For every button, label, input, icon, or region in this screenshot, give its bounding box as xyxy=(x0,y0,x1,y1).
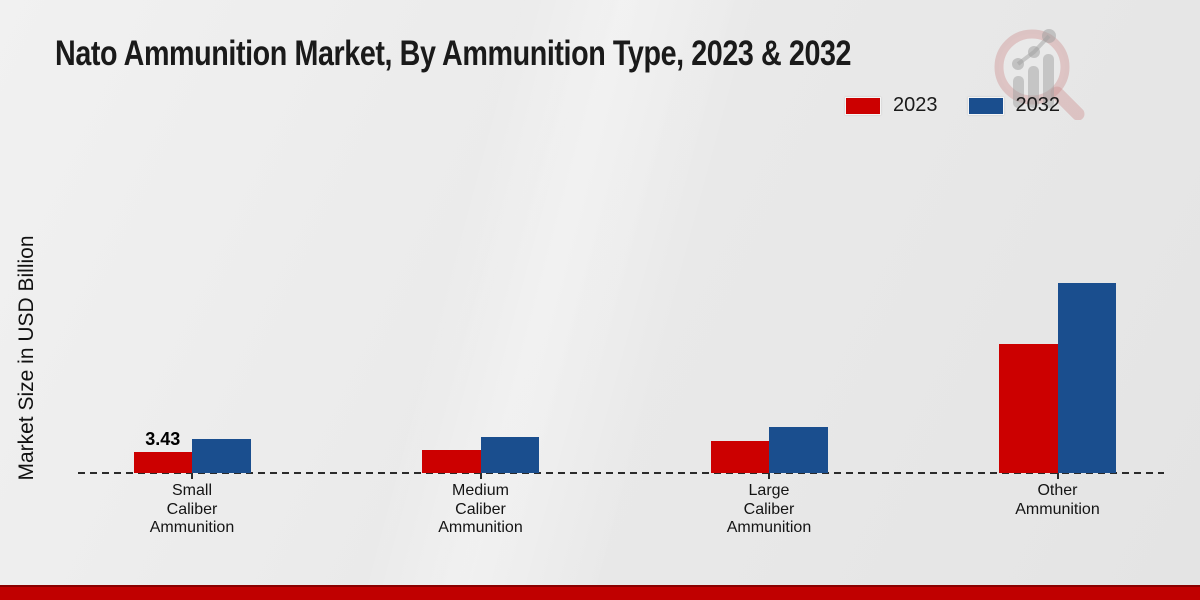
legend-item-2032[interactable]: 2032 xyxy=(967,94,1061,117)
bar-2023-medium-caliber-ammunition xyxy=(422,449,481,473)
x-axis-tick xyxy=(191,473,193,479)
legend-item-2023[interactable]: 2023 xyxy=(845,94,938,117)
bar-2032-large-caliber-ammunition xyxy=(769,427,828,473)
category-label-large-caliber-ammunition: Large Caliber Ammunition xyxy=(726,482,812,536)
category-label-medium-caliber-ammunition: Medium Caliber Ammunition xyxy=(438,482,523,536)
legend: 2023 2032 xyxy=(845,94,1060,117)
magnifier-growth-logo-icon xyxy=(994,29,1085,120)
bar-2023-small-caliber-ammunition xyxy=(133,452,192,473)
bar-2032-medium-caliber-ammunition xyxy=(480,437,539,473)
x-axis-baseline xyxy=(78,472,1164,474)
bar-2032-other-ammunition xyxy=(1057,283,1116,473)
x-axis-tick xyxy=(1056,473,1059,479)
x-axis-tick xyxy=(479,473,482,479)
legend-swatch-2023 xyxy=(845,96,881,115)
chart-title: Nato Ammunition Market, By Ammunition Ty… xyxy=(55,34,852,73)
legend-swatch-2032 xyxy=(967,96,1004,115)
category-label-other-ammunition: Other Ammunition xyxy=(1015,482,1100,518)
x-axis-tick xyxy=(768,473,770,479)
legend-label: 2032 xyxy=(1015,94,1061,116)
bar-2023-other-ammunition xyxy=(999,344,1058,473)
bar-value-label: 3.43 xyxy=(145,429,181,449)
category-label-small-caliber-ammunition: Small Caliber Ammunition xyxy=(149,482,235,536)
bar-2023-large-caliber-ammunition xyxy=(710,440,769,473)
legend-label: 2023 xyxy=(893,94,938,116)
footer-band xyxy=(0,585,1200,600)
bar-2032-small-caliber-ammunition xyxy=(192,439,251,473)
